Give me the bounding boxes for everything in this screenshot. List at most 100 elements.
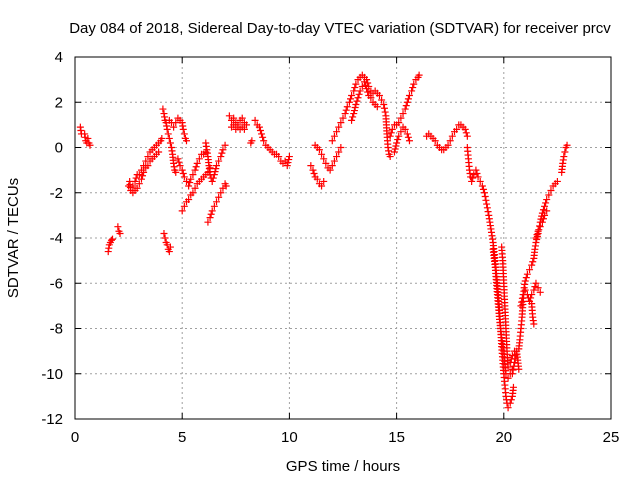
data-point [213, 162, 221, 170]
data-point [536, 222, 544, 230]
data-point [378, 96, 386, 104]
data-point [409, 84, 417, 92]
data-point [337, 144, 345, 151]
data-point [221, 141, 229, 149]
x-tick-label: 25 [603, 429, 620, 446]
data-point [284, 159, 292, 167]
data-point [333, 153, 341, 161]
data-point [180, 202, 188, 210]
data-point [388, 125, 396, 133]
data-point [387, 129, 395, 137]
data-point [528, 291, 536, 299]
data-point [84, 134, 92, 142]
data-point [364, 88, 372, 96]
data-point [174, 155, 182, 163]
data-point [483, 204, 491, 212]
data-point [131, 177, 139, 185]
data-point [210, 171, 218, 179]
data-point [484, 208, 492, 216]
data-point [354, 94, 362, 102]
data-point [393, 139, 401, 147]
data-point [405, 91, 413, 99]
data-point [347, 95, 355, 103]
data-point [139, 172, 147, 180]
data-point [353, 97, 361, 105]
data-point [185, 182, 193, 190]
data-point [309, 166, 317, 174]
data-point [468, 177, 476, 185]
data-point [258, 130, 266, 138]
data-point [515, 365, 523, 373]
y-tick-label: -2 [50, 185, 63, 202]
data-point [320, 177, 328, 185]
x-tick-labels: 0 5 10 15 20 25 [71, 429, 620, 446]
data-point [144, 162, 152, 170]
data-point [410, 80, 418, 88]
data-point [545, 191, 553, 199]
x-axis-label: GPS time / hours [286, 458, 400, 475]
data-point [474, 173, 482, 181]
y-tick-label: 2 [55, 94, 63, 111]
data-point [367, 94, 375, 102]
data-point [209, 174, 217, 182]
data-point [208, 207, 216, 215]
data-point [135, 171, 143, 179]
data-point [248, 137, 256, 145]
data-point [307, 162, 315, 170]
data-point [448, 132, 456, 140]
data-point [330, 157, 338, 165]
data-point [180, 130, 188, 138]
data-point [179, 170, 187, 178]
data-point [404, 95, 412, 103]
data-point [204, 218, 212, 226]
data-point [531, 283, 539, 291]
data-point [479, 185, 487, 193]
data-point [182, 137, 190, 145]
data-point [166, 139, 174, 147]
data-point [351, 104, 359, 112]
data-point [191, 166, 199, 174]
data-point [394, 136, 402, 144]
data-point [163, 125, 171, 133]
data-point [210, 202, 218, 210]
data-point [349, 113, 357, 121]
data-point [193, 159, 201, 167]
data-point [109, 235, 117, 243]
data-point [195, 155, 203, 163]
data-point [328, 137, 336, 145]
data-point [213, 198, 221, 206]
data-point [470, 171, 478, 179]
data-point [362, 81, 370, 89]
data-point [482, 196, 490, 204]
y-axis-label: SDTVAR / TECUs [5, 178, 22, 298]
data-point [155, 148, 163, 156]
data-point [390, 148, 398, 156]
data-point [527, 294, 535, 302]
data-point [399, 110, 407, 118]
data-point [129, 182, 137, 190]
x-tick-label: 5 [178, 429, 186, 446]
data-point [172, 119, 180, 127]
data-point [283, 162, 291, 170]
data-point [509, 383, 517, 391]
data-point [535, 226, 543, 234]
data-point [170, 123, 178, 131]
data-point [166, 243, 174, 251]
data-point [375, 91, 383, 99]
data-point [462, 129, 470, 137]
data-point [243, 121, 251, 129]
data-point [395, 132, 403, 140]
data-point [217, 153, 225, 161]
data-point [560, 153, 568, 161]
data-point [318, 150, 326, 158]
data-point [380, 104, 388, 112]
data-point [534, 227, 542, 235]
data-point [446, 137, 454, 145]
data-point [158, 134, 166, 142]
data-point [380, 101, 388, 109]
data-point [345, 98, 353, 106]
data-point [404, 133, 412, 141]
data-point [175, 158, 183, 166]
data-point [523, 270, 531, 278]
